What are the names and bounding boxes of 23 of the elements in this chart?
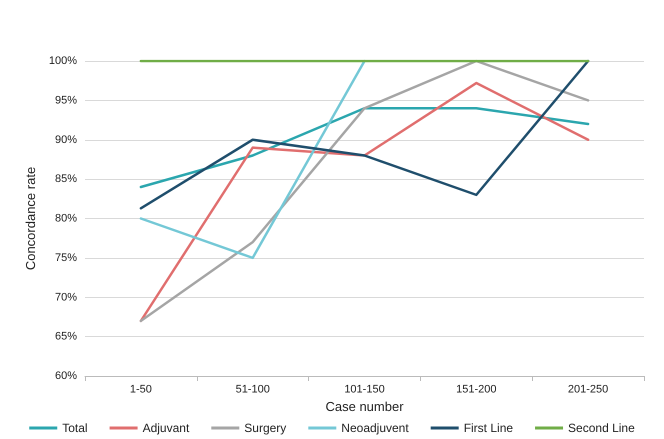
legend-label: Surgery [244,421,286,435]
y-tick-label: 60% [54,370,78,382]
legend-label: Total [62,421,88,435]
y-tick-label: 85% [54,173,78,186]
y-tick-label: 95% [54,94,78,106]
x-tick-label: 1-50 [130,384,152,396]
y-tick-label: 100% [48,55,78,67]
y-axis-title: Concordance rate [23,166,38,270]
y-tick-label: 65% [54,330,78,343]
x-axis-title: Case number [325,398,404,414]
legend-label: Adjuvant [142,421,190,435]
x-tick-label: 151-200 [456,384,496,396]
line-series [140,60,590,210]
x-tick-label: 101-150 [344,384,385,396]
legend-label: First Line [464,421,514,435]
y-tick-label: 90% [54,134,78,146]
y-tick-label: 75% [54,252,78,264]
x-tick-label: 201-250 [568,384,608,396]
x-tick-label: 51-100 [236,384,270,396]
legend-label: Second Line [568,421,636,435]
legend-label: Neoadjuvent [341,421,410,435]
y-tick-label: 80% [54,212,78,224]
y-tick-label: 70% [54,291,78,304]
